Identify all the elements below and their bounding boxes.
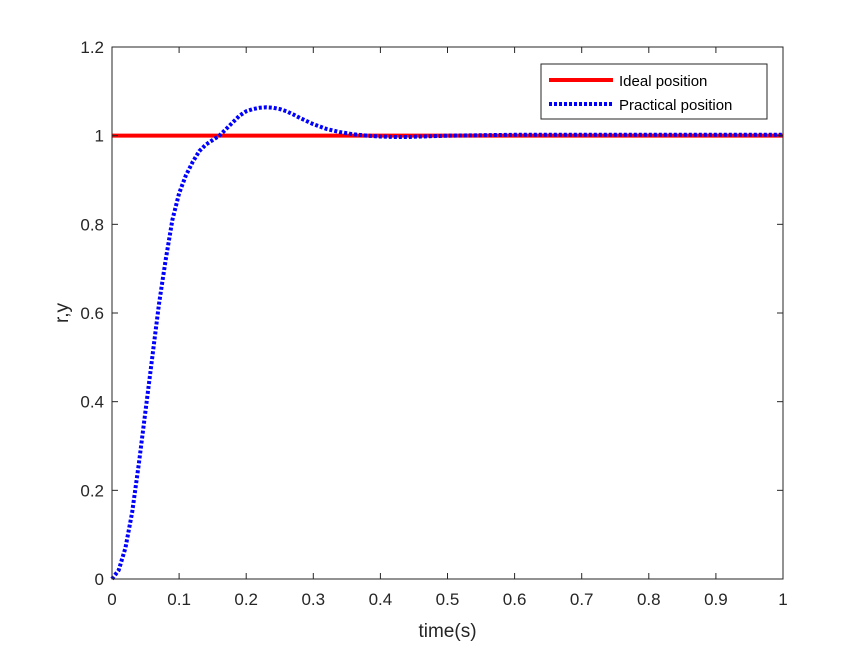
- x-axis-label: time(s): [418, 621, 476, 642]
- series-layer: [110, 105, 783, 581]
- y-tick-label: 1.2: [80, 38, 104, 57]
- x-tick-label: 0.2: [234, 590, 258, 609]
- x-tick-label: 0.7: [570, 590, 594, 609]
- y-tick-label: 0.8: [80, 215, 104, 234]
- series-line-practical-position: [110, 105, 783, 581]
- legend-box: [540, 63, 768, 120]
- x-tick-label: 0: [107, 590, 116, 609]
- plot-area: [112, 47, 783, 579]
- y-tick-label: 0.6: [80, 304, 104, 323]
- y-tick-label: 0.4: [80, 393, 104, 412]
- y-tick-label: 1: [95, 127, 104, 146]
- x-tick-label: 0.1: [167, 590, 191, 609]
- y-axis-label: r,y: [52, 302, 73, 323]
- x-tick-label: 0.8: [637, 590, 661, 609]
- legend-label-practical-position: Practical position: [619, 97, 732, 114]
- x-tick-label: 0.3: [301, 590, 325, 609]
- legend: Ideal position Practical position: [540, 63, 768, 120]
- y-tick-label: 0: [95, 570, 104, 589]
- x-tick-label: 0.6: [503, 590, 527, 609]
- x-tick-label: 0.4: [369, 590, 393, 609]
- x-tick-label: 0.5: [436, 590, 460, 609]
- x-tick-label: 1: [778, 590, 787, 609]
- x-tick-label: 0.9: [704, 590, 728, 609]
- legend-label-ideal-position: Ideal position: [619, 73, 707, 90]
- y-tick-label: 0.2: [80, 481, 104, 500]
- ticks-layer: 0 0.1 0.2 0.3 0.4 0.5 0.6 0.7 0.8 0.9 1 0 0.2 0.4 0.6 0…: [80, 38, 787, 609]
